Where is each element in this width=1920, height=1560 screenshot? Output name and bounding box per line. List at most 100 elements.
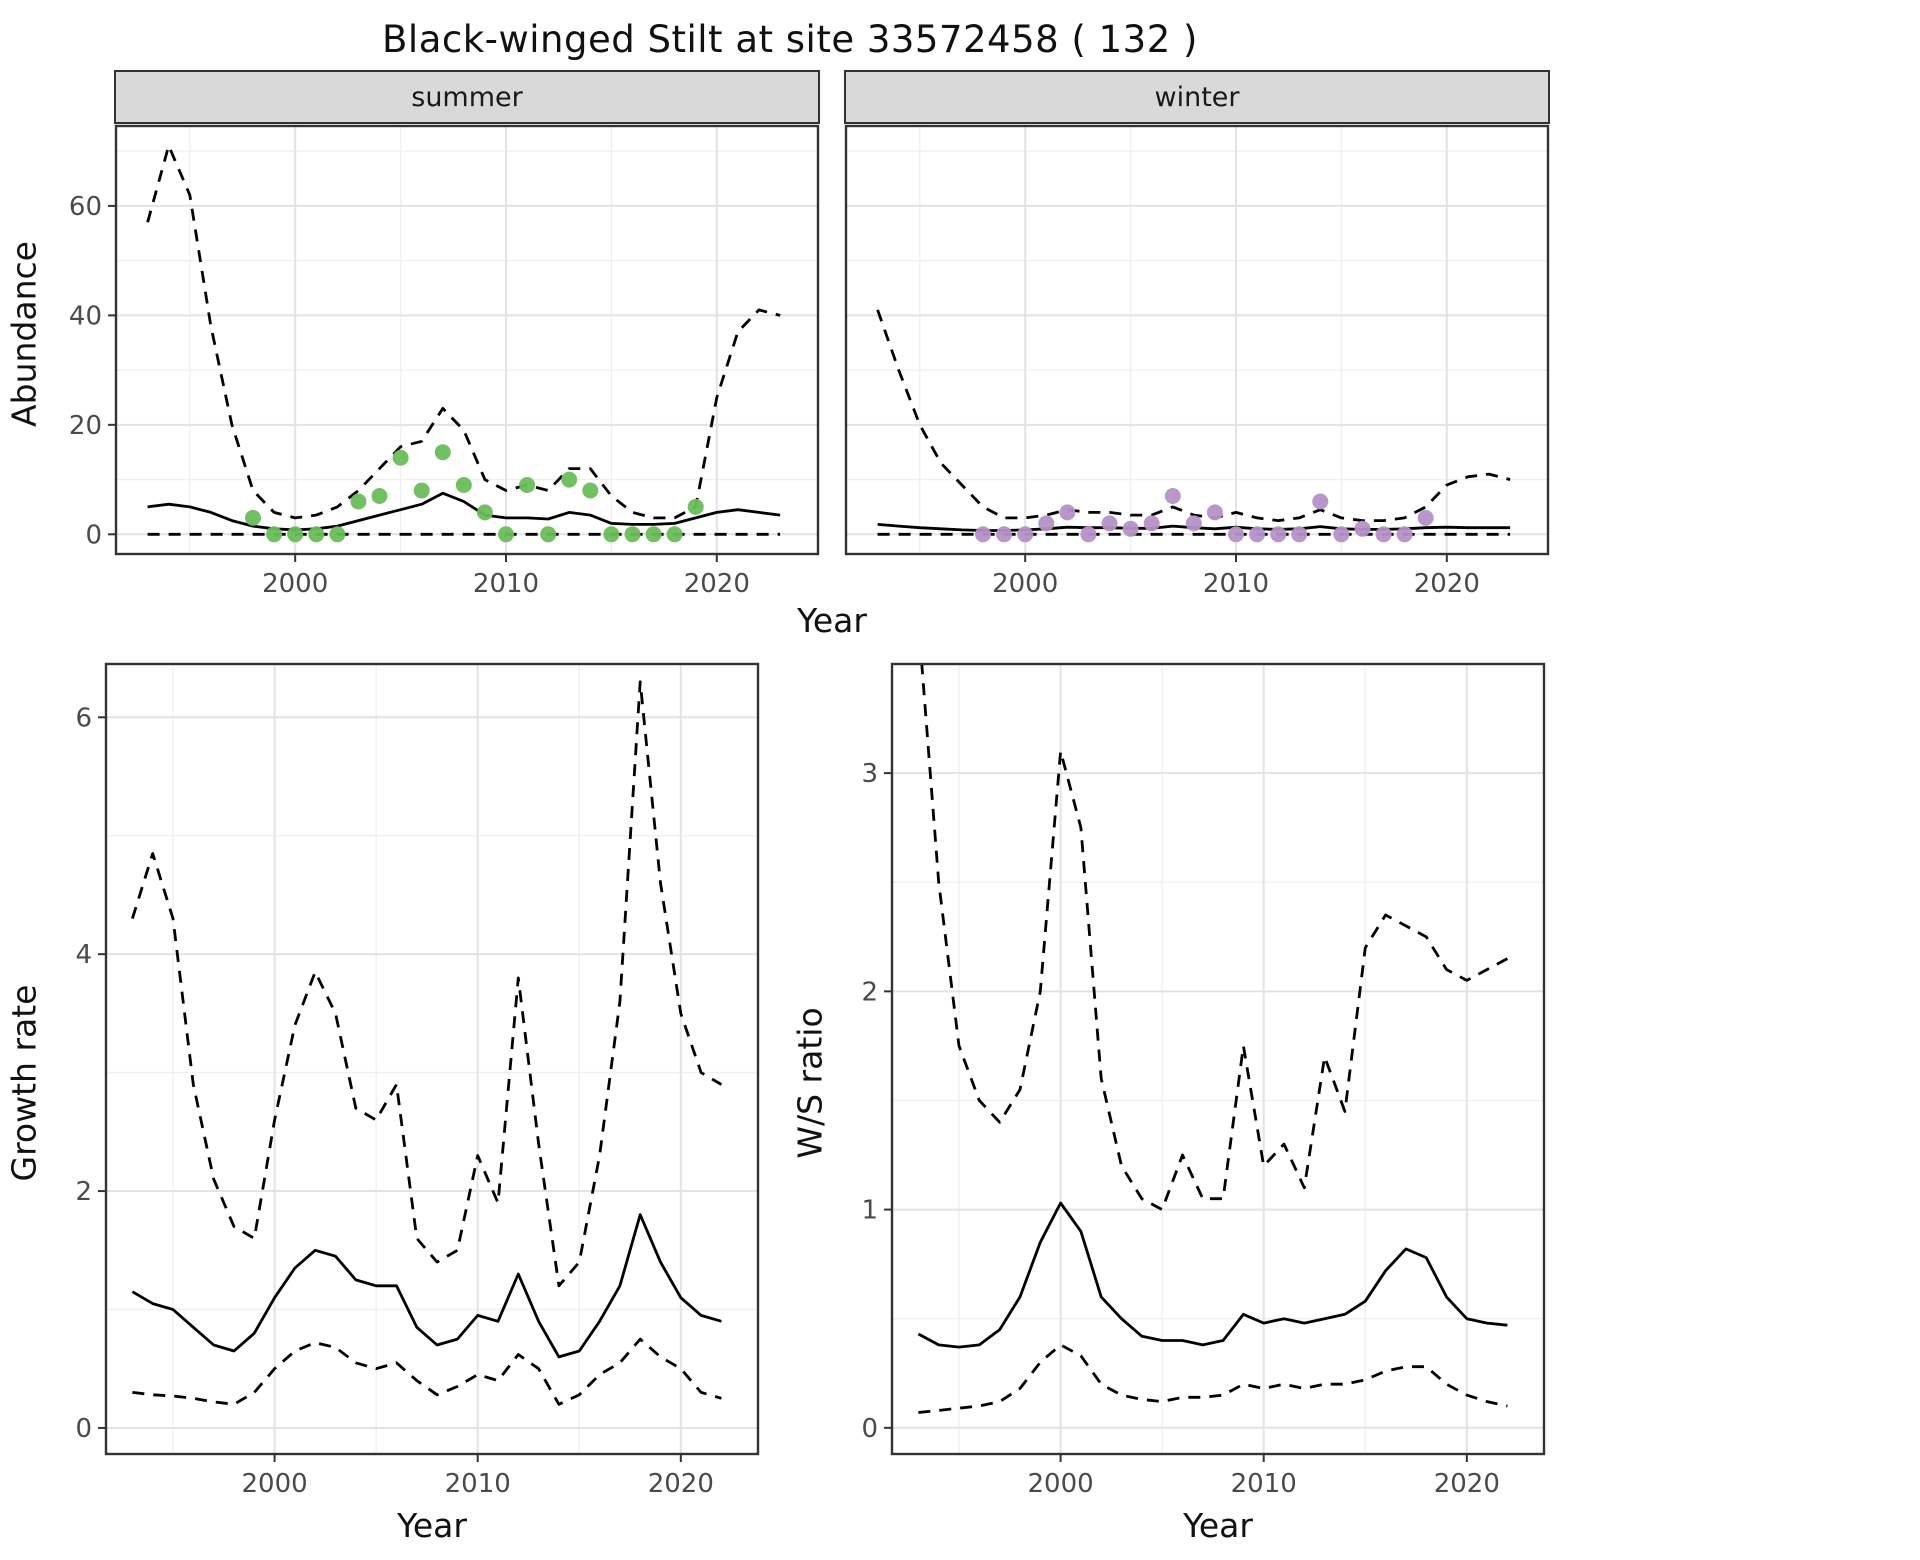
observation-point: [266, 526, 283, 543]
observation-point: [350, 493, 367, 510]
facet-summer: summer 2000 2010 2020 0 20 40 60: [48, 70, 823, 598]
growth-rate-y-axis: Growth rate: [0, 662, 48, 1504]
observation-point: [498, 526, 514, 543]
median-line: [131, 1213, 722, 1359]
x-tick-label: 2000: [241, 1469, 307, 1499]
facet-strip-summer: summer: [114, 70, 820, 124]
ws-ratio-plot-stack: 2000 2010 2020 0 1 2 3 Year: [834, 662, 1552, 1552]
ws-ratio-y-axis: W/S ratio: [786, 662, 834, 1504]
facet-winter: winter 2000 2010 2020: [843, 70, 1553, 598]
observation-point: [1122, 520, 1139, 537]
ws-ratio-plot: W/S ratio 2000 2010 2020 0 1 2 3 Year: [786, 662, 1552, 1552]
panel-background: [106, 664, 758, 1454]
x-tick-label: 2010: [1231, 1469, 1297, 1499]
observation-point: [1333, 526, 1350, 543]
observation-point: [1206, 504, 1223, 521]
summer-abundance-chart: 2000 2010 2020 0 20 40 60: [69, 124, 820, 598]
growth-rate-y-axis-label: Growth rate: [4, 984, 44, 1182]
ws-ratio-x-axis-label: Year: [1183, 1506, 1253, 1545]
y-tick-label: 4: [75, 940, 92, 970]
observation-point: [519, 477, 536, 493]
median-line: [147, 491, 781, 532]
observation-point: [1080, 526, 1097, 543]
growth-rate-plot: Growth rate 2000 2010 2020 0 2 4 6 Year: [0, 662, 766, 1552]
observation-point: [1396, 526, 1413, 543]
ws-ratio-y-axis-label: W/S ratio: [790, 1007, 830, 1159]
x-tick-label: 2010: [1203, 569, 1269, 598]
x-tick-label: 2000: [262, 569, 328, 598]
growth-rate-plot-stack: 2000 2010 2020 0 2 4 6 Year: [48, 662, 766, 1552]
y-tick-label: 40: [69, 301, 102, 331]
facet-strip-winter-label: winter: [1154, 81, 1240, 113]
observation-point: [1228, 526, 1244, 543]
x-tick-label: 2010: [473, 569, 539, 598]
lower-ci-line: [132, 1337, 722, 1406]
panel-background: [846, 126, 1548, 554]
median-line: [917, 1201, 1508, 1349]
panel-border: [114, 124, 820, 556]
abundance-y-axis: Abundance: [0, 70, 48, 598]
lower-ci-line: [918, 1343, 1508, 1414]
x-tick-label: 2020: [684, 569, 750, 598]
observation-point: [975, 526, 991, 543]
facet-strip-winter: winter: [844, 70, 1550, 124]
y-tick-label: 2: [75, 1177, 92, 1207]
abundance-x-axis-label: Year: [797, 601, 867, 640]
panel-border: [844, 124, 1550, 556]
figure-title: Black-winged Stilt at site 33572458 ( 13…: [382, 17, 1198, 61]
abundance-facet-row: Abundance summer 2000 2010 2020 0 20 40 60 win…: [0, 70, 1580, 598]
x-tick-label: 2020: [1414, 569, 1480, 598]
y-tick-label: 2: [861, 977, 878, 1007]
observation-point: [287, 526, 304, 543]
ws-ratio-chart: 2000 2010 2020 0 1 2 3: [861, 662, 1546, 1499]
observation-point: [1270, 526, 1287, 543]
observation-point: [1375, 526, 1392, 543]
observation-point: [308, 526, 325, 543]
winter-abundance-chart: 2000 2010 2020: [844, 124, 1550, 598]
panel-border: [104, 662, 760, 1456]
observation-point: [434, 444, 451, 461]
observation-point: [687, 498, 704, 515]
observation-point: [996, 526, 1013, 543]
observation-point: [540, 526, 557, 543]
observation-point: [1059, 504, 1076, 521]
observation-point: [645, 526, 662, 543]
observation-point: [1143, 515, 1160, 532]
observation-point: [1101, 515, 1118, 532]
upper-ci-line: [131, 680, 723, 1288]
observation-point: [1017, 526, 1034, 543]
y-tick-label: 3: [861, 759, 878, 789]
y-tick-label: 1: [861, 1196, 878, 1226]
y-tick-label: 6: [75, 703, 92, 733]
observation-point: [1417, 509, 1434, 526]
x-tick-label: 2020: [1434, 1469, 1500, 1499]
facet-strip-summer-label: summer: [411, 81, 523, 113]
observation-point: [666, 526, 683, 543]
x-tick-label: 2020: [648, 1469, 714, 1499]
observation-point: [476, 504, 493, 521]
observation-point: [603, 526, 620, 543]
observation-point: [371, 488, 388, 504]
y-tick-label: 0: [85, 520, 102, 550]
observation-point: [392, 449, 409, 466]
upper-ci-line: [876, 309, 1511, 523]
growth-rate-chart: 2000 2010 2020 0 2 4 6: [75, 662, 760, 1499]
x-tick-label: 2000: [1027, 1469, 1093, 1499]
observation-point: [455, 477, 472, 493]
observation-point: [1185, 515, 1202, 532]
abundance-y-axis-label: Abundance: [4, 241, 44, 427]
upper-ci-line: [920, 664, 1509, 1211]
observation-point: [329, 526, 346, 543]
y-tick-label: 0: [75, 1414, 92, 1444]
growth-rate-x-axis-label: Year: [397, 1506, 467, 1545]
y-tick-label: 0: [861, 1414, 878, 1444]
observation-point: [624, 526, 641, 543]
observation-point: [413, 482, 430, 499]
observation-point: [1038, 515, 1055, 532]
derived-metrics-row: Growth rate 2000 2010 2020 0 2 4 6 Year W/S ra…: [0, 662, 1580, 1552]
observation-point: [582, 482, 599, 499]
figure-page: Black-winged Stilt at site 33572458 ( 13…: [0, 17, 1580, 1552]
panel-border: [890, 662, 1546, 1456]
observation-point: [1164, 488, 1181, 504]
panel-background: [892, 664, 1544, 1454]
